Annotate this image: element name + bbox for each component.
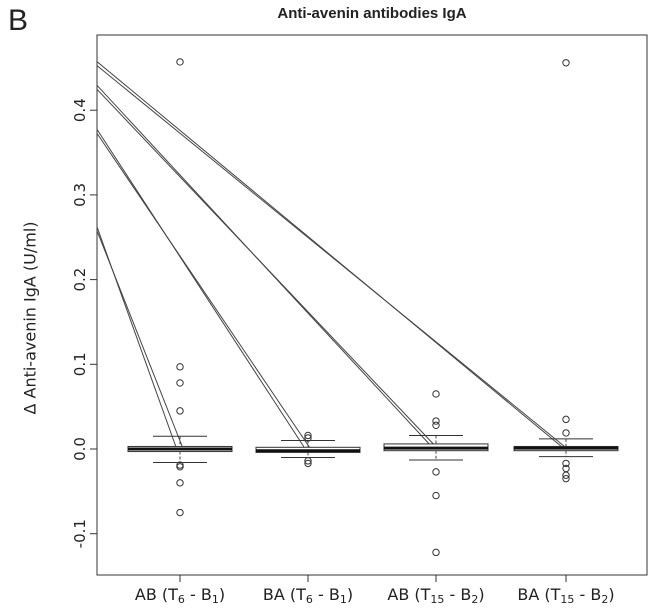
outlier-point [562, 471, 570, 479]
outlier-point [304, 434, 312, 442]
connecting-line [96, 133, 313, 452]
outlier-point [562, 415, 570, 424]
x-tick-label: AB (T15 - B2) [361, 585, 511, 606]
connecting-line [96, 230, 185, 452]
x-tick-text: ) [346, 585, 354, 604]
y-tick-label: 0.0 [71, 437, 89, 461]
outlier-point [304, 431, 312, 440]
x-tick-text: ) [218, 585, 226, 604]
x-tick-subscript: 1 [211, 593, 219, 606]
chart-title: Anti-avenin antibodies IgA [277, 5, 467, 22]
y-tick-label: 0.4 [71, 98, 89, 122]
outlier-point [432, 421, 440, 429]
x-tick-subscript: 15 [430, 593, 445, 606]
outlier-point [432, 390, 440, 398]
outlier-point [432, 491, 440, 500]
outlier-point [176, 58, 184, 66]
plot-frame [96, 34, 648, 576]
x-tick-text: AB (T [134, 585, 178, 604]
x-tick-text: - B [312, 585, 340, 604]
x-tick-subscript: 1 [339, 593, 347, 606]
x-tick-text: BA (T [262, 585, 306, 604]
outlier-point [432, 417, 440, 425]
x-tick-text: - B [574, 585, 602, 604]
x-tick-text: - B [184, 585, 212, 604]
outlier-point [176, 407, 184, 415]
outlier-point [304, 457, 312, 465]
outlier-point [176, 379, 184, 387]
x-tick-text: - B [444, 585, 472, 604]
outlier-point [176, 363, 184, 371]
x-tick-text: ) [608, 585, 615, 604]
outlier-point [432, 548, 440, 557]
x-tick-label: BA (T15 - B2) [491, 585, 641, 606]
outlier-point [176, 479, 184, 487]
x-tick-subscript: 2 [601, 593, 609, 606]
x-tick-label: AB (T6 - B1) [105, 585, 255, 606]
outlier-point [176, 508, 184, 517]
panel-letter: B [8, 4, 29, 37]
outlier-point [562, 59, 570, 67]
connecting-line [96, 65, 571, 452]
y-tick-label: 0.1 [71, 352, 89, 376]
x-tick-label: BA (T6 - B1) [233, 585, 383, 606]
x-tick-subscript: 15 [560, 593, 575, 606]
outlier-point [176, 463, 184, 471]
outlier-point [562, 429, 570, 437]
x-tick-text: ) [478, 585, 485, 604]
x-tick-subscript: 6 [305, 593, 313, 606]
x-tick-text: BA (T [517, 585, 561, 604]
outlier-point [562, 474, 570, 483]
outlier-point [304, 459, 312, 468]
outlier-point [562, 459, 570, 468]
connecting-line [96, 61, 563, 448]
connecting-line [96, 129, 305, 448]
y-tick-label: 0.3 [71, 183, 89, 207]
x-tick-text: AB (T [387, 585, 431, 604]
outlier-point [432, 468, 440, 476]
y-tick-label: 0.2 [71, 268, 89, 292]
y-tick-label: -0.1 [71, 519, 89, 548]
connecting-line [96, 88, 441, 452]
x-tick-subscript: 2 [471, 593, 479, 606]
x-tick-subscript: 6 [177, 593, 185, 606]
